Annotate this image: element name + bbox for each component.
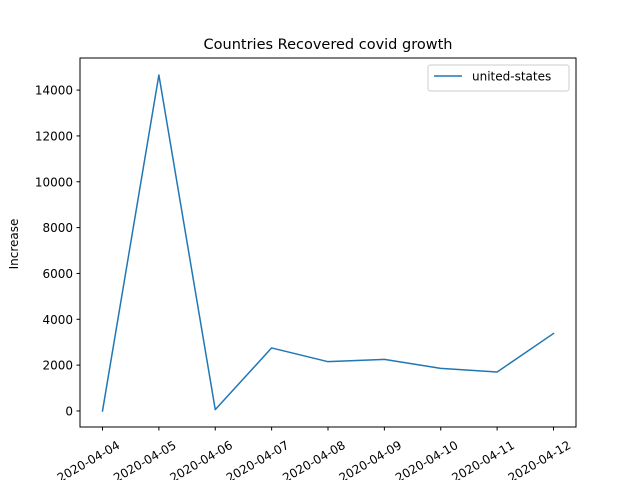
y-tick-label: 12000 — [35, 129, 73, 143]
y-tick-label: 4000 — [42, 313, 73, 327]
legend: united-states — [427, 64, 570, 92]
chart-title: Countries Recovered covid growth — [204, 37, 453, 53]
legend-label: united-states — [472, 70, 551, 84]
y-tick-label: 8000 — [42, 221, 73, 235]
legend-box — [427, 64, 570, 92]
y-axis: 0 2000 4000 6000 8000 10000 12000 14000 — [35, 84, 80, 418]
y-tick-label: 10000 — [35, 175, 73, 189]
y-tick-label: 0 — [65, 404, 73, 418]
y-tick-label: 2000 — [42, 359, 73, 373]
series-layer — [101, 74, 555, 412]
y-tick-label: 6000 — [42, 267, 73, 281]
y-tick-label: 14000 — [35, 84, 73, 98]
y-axis-label: Increase — [7, 219, 21, 270]
